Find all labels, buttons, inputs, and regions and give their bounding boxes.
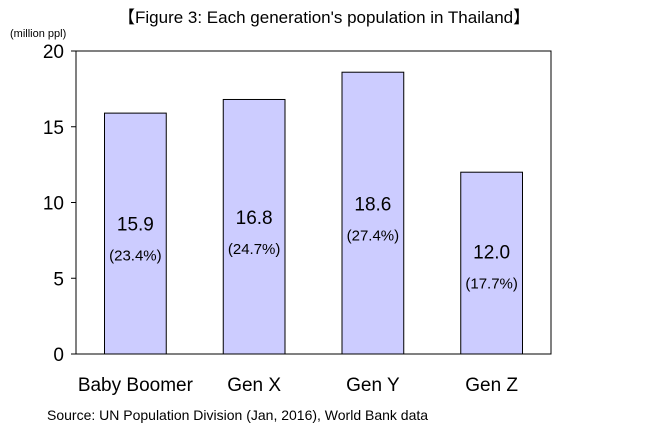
bar-share-label: (17.7%) [465, 276, 518, 293]
x-axis: Baby Boomer Gen X Gen Y Gen Z [78, 375, 519, 396]
bar-share-label: (27.4%) [347, 228, 400, 245]
y-tick-label: 0 [53, 345, 64, 366]
bar-value-label: 15.9 [117, 214, 154, 235]
bar-value-label: 12.0 [473, 243, 510, 264]
source-note: Source: UN Population Division (Jan, 201… [47, 407, 428, 423]
bar [104, 112, 167, 355]
chart-title: 【Figure 3: Each generation's population … [118, 8, 530, 27]
x-tick-label: Baby Boomer [78, 375, 194, 396]
bar [341, 71, 405, 355]
y-unit-label: (million ppl) [10, 28, 66, 40]
bar-value-label: 16.8 [236, 208, 273, 229]
y-tick-label: 5 [53, 269, 64, 290]
x-tick-label: Gen Y [346, 375, 400, 396]
bar [222, 98, 286, 355]
bar-share-label: (23.4%) [109, 247, 162, 264]
y-tick-label: 15 [43, 118, 64, 139]
y-axis: 0 5 10 15 20 [43, 42, 76, 366]
x-tick-label: Gen X [227, 375, 281, 396]
y-tick-label: 10 [43, 194, 64, 215]
y-tick-label: 20 [43, 42, 64, 63]
bar-share-label: (24.7%) [228, 241, 281, 258]
bar-series: 15.9 (23.4%) 16.8 (24.7%) 18.6 (27.4%) 12.0 (17… [104, 71, 523, 355]
bar [460, 171, 523, 355]
x-tick-label: Gen Z [465, 375, 518, 396]
bar-value-label: 18.6 [354, 195, 391, 216]
